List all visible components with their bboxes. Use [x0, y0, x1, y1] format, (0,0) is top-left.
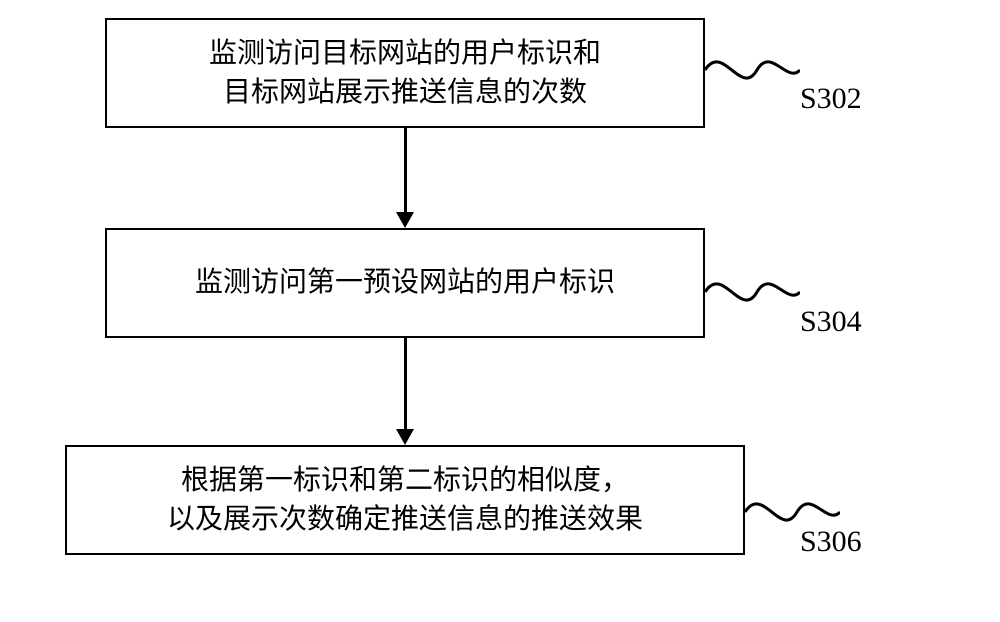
- step-s302-label: S302: [800, 82, 862, 116]
- step-s304-line1: 监测访问第一预设网站的用户标识: [195, 267, 615, 298]
- step-s306-line1: 根据第一标识和第二标识的相似度，: [181, 465, 629, 496]
- step-s304-text: 监测访问第一预设网站的用户标识: [195, 263, 615, 302]
- step-s302-line1: 监测访问目标网站的用户标识和: [209, 38, 601, 69]
- arrow-s302-to-s304: [404, 128, 407, 212]
- arrow-head-1: [396, 212, 414, 228]
- step-s304-label: S304: [800, 305, 862, 339]
- step-s302-text: 监测访问目标网站的用户标识和 目标网站展示推送信息的次数: [209, 34, 601, 112]
- arrow-s304-to-s306: [404, 338, 407, 429]
- step-s306-box: 根据第一标识和第二标识的相似度， 以及展示次数确定推送信息的推送效果: [65, 445, 745, 555]
- step-s306-label: S306: [800, 525, 862, 559]
- step-s302-line2: 目标网站展示推送信息的次数: [223, 77, 587, 108]
- connector-squiggle-1: [705, 50, 800, 90]
- connector-squiggle-2: [705, 272, 800, 312]
- flowchart-canvas: 监测访问目标网站的用户标识和 目标网站展示推送信息的次数 S302 监测访问第一…: [0, 0, 1000, 622]
- step-s304-box: 监测访问第一预设网站的用户标识: [105, 228, 705, 338]
- step-s306-line2: 以及展示次数确定推送信息的推送效果: [167, 504, 643, 535]
- step-s302-box: 监测访问目标网站的用户标识和 目标网站展示推送信息的次数: [105, 18, 705, 128]
- arrow-head-2: [396, 429, 414, 445]
- step-s306-text: 根据第一标识和第二标识的相似度， 以及展示次数确定推送信息的推送效果: [167, 461, 643, 539]
